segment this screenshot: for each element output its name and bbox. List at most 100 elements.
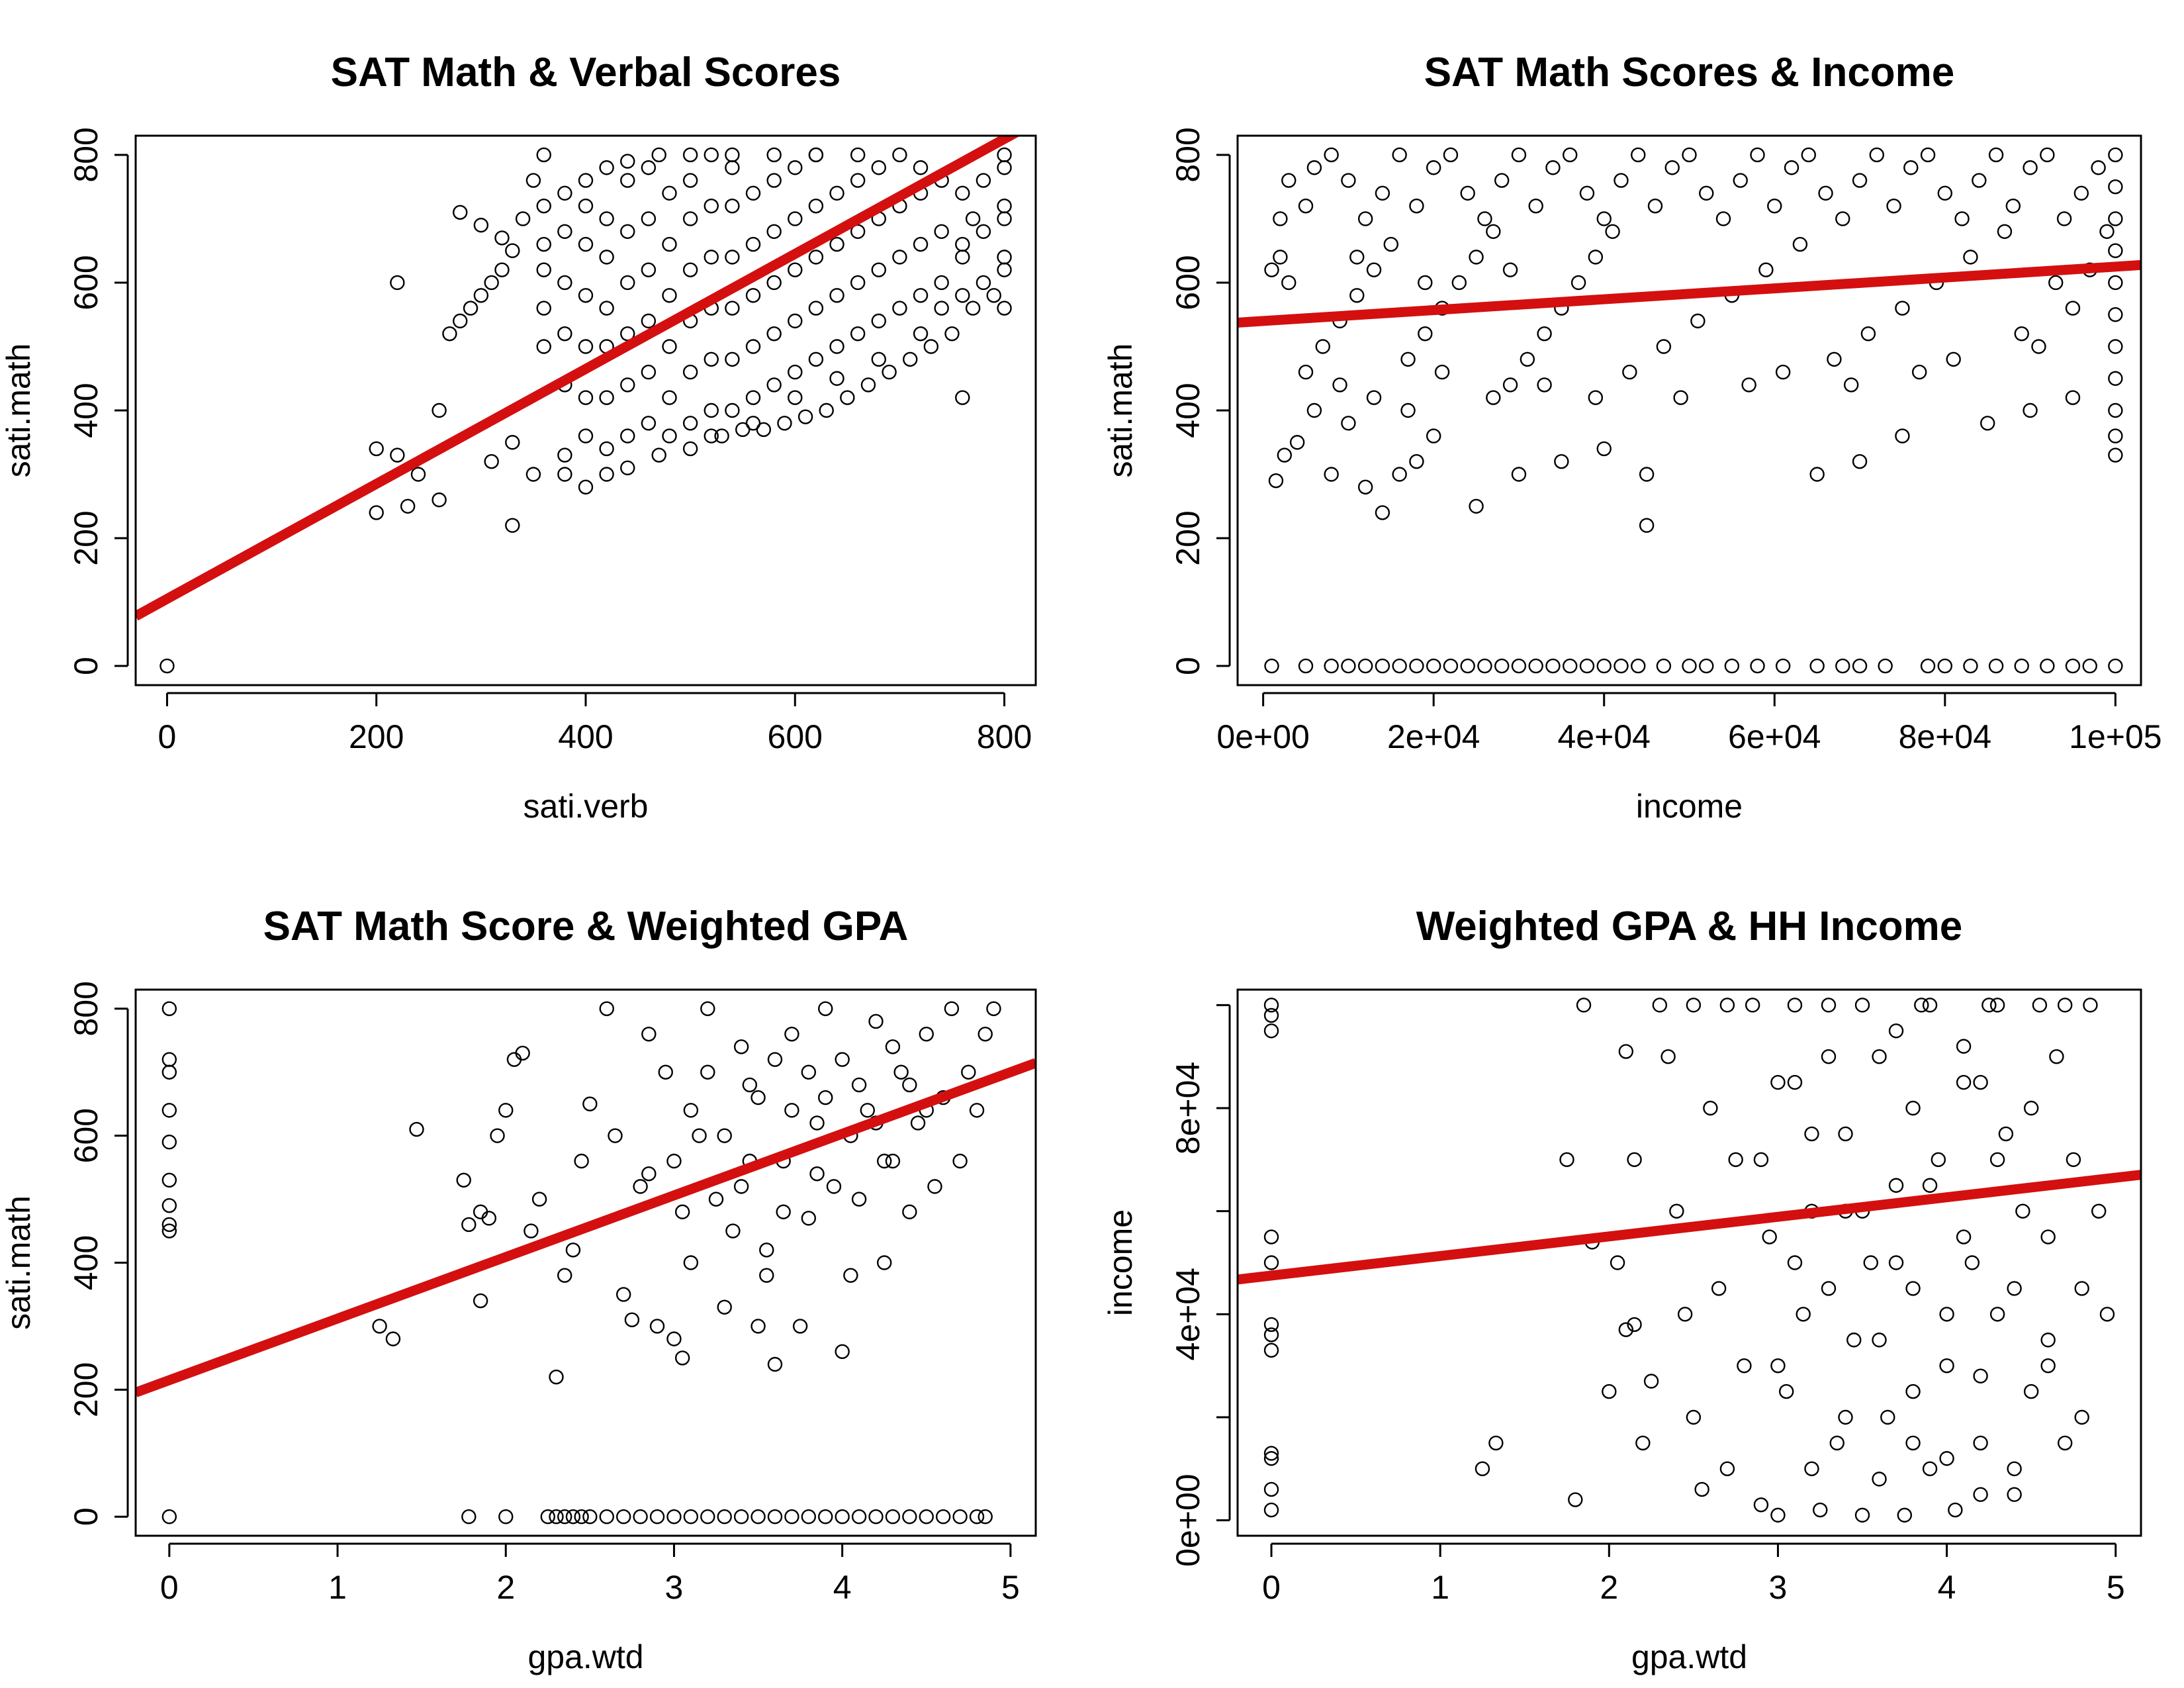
data-point bbox=[961, 1064, 976, 1080]
data-point bbox=[978, 1026, 993, 1042]
data-point bbox=[1563, 147, 1578, 163]
data-point bbox=[641, 416, 657, 431]
data-point bbox=[1863, 1255, 1878, 1270]
data-point bbox=[902, 1077, 917, 1093]
data-point bbox=[1647, 198, 1663, 214]
data-point bbox=[725, 160, 740, 175]
data-point bbox=[461, 1509, 477, 1524]
data-point bbox=[1914, 998, 1929, 1013]
data-point bbox=[1758, 262, 1774, 277]
data-point bbox=[599, 160, 614, 175]
data-point bbox=[1981, 998, 1997, 1013]
data-point bbox=[1273, 250, 1288, 265]
data-point bbox=[1946, 352, 1961, 367]
data-point bbox=[1750, 658, 1765, 674]
data-point bbox=[1963, 658, 1978, 674]
data-point bbox=[1956, 1039, 1972, 1054]
data-point bbox=[1869, 147, 1885, 163]
data-point bbox=[1298, 364, 1314, 380]
data-point bbox=[1643, 1374, 1659, 1389]
data-point bbox=[819, 402, 834, 418]
y-tick-label: 200 bbox=[68, 1362, 105, 1417]
chart-title: SAT Math Score & Weighted GPA bbox=[263, 904, 909, 949]
data-point bbox=[809, 1166, 825, 1182]
data-point bbox=[1804, 1126, 1819, 1142]
data-point bbox=[829, 288, 844, 303]
data-point bbox=[1956, 1229, 1972, 1244]
data-point bbox=[161, 1223, 177, 1239]
y-tick-label: 0 bbox=[68, 1507, 105, 1526]
x-tick-label: 2 bbox=[496, 1569, 515, 1606]
data-point bbox=[777, 416, 792, 431]
data-point bbox=[1315, 339, 1330, 354]
data-point bbox=[965, 211, 981, 226]
y-tick-label: 800 bbox=[68, 981, 105, 1036]
data-point bbox=[369, 505, 384, 520]
data-point bbox=[2108, 275, 2123, 291]
data-point bbox=[1775, 658, 1791, 674]
data-point bbox=[461, 1217, 477, 1233]
data-point bbox=[2040, 1358, 2056, 1374]
data-point bbox=[776, 1204, 791, 1219]
regression-line bbox=[136, 136, 1021, 621]
data-point bbox=[649, 1509, 665, 1524]
data-point bbox=[1263, 1446, 1279, 1461]
data-point bbox=[1656, 339, 1672, 354]
data-point bbox=[1888, 1023, 1904, 1039]
data-point bbox=[1520, 352, 1535, 367]
data-point bbox=[767, 1356, 783, 1372]
data-point bbox=[868, 1509, 884, 1524]
data-point bbox=[651, 147, 666, 163]
data-point bbox=[801, 1211, 817, 1226]
data-point bbox=[1610, 1255, 1625, 1270]
data-point bbox=[913, 326, 929, 342]
data-point bbox=[1639, 518, 1655, 533]
data-point bbox=[2057, 998, 2073, 1013]
x-tick-label: 800 bbox=[977, 718, 1032, 755]
data-point bbox=[2040, 147, 2055, 163]
data-point bbox=[1937, 185, 1953, 201]
data-point bbox=[1263, 1342, 1279, 1358]
data-point bbox=[536, 198, 551, 214]
data-point bbox=[1357, 658, 1373, 674]
data-point bbox=[615, 1287, 631, 1302]
x-tick-label: 0e+00 bbox=[1216, 718, 1309, 755]
data-point bbox=[829, 371, 844, 386]
data-point bbox=[759, 1268, 774, 1283]
data-point bbox=[868, 1013, 884, 1029]
data-point bbox=[952, 1509, 968, 1524]
data-point bbox=[578, 173, 594, 188]
x-tick-label: 2e+04 bbox=[1387, 718, 1480, 755]
data-point bbox=[850, 147, 866, 163]
data-point bbox=[850, 275, 866, 291]
data-point bbox=[1341, 658, 1356, 674]
data-point bbox=[456, 1172, 471, 1188]
data-point bbox=[599, 390, 614, 405]
data-point bbox=[2082, 658, 2097, 674]
data-point bbox=[1711, 1281, 1727, 1296]
data-point bbox=[902, 1509, 917, 1524]
data-point bbox=[161, 1103, 177, 1118]
data-point bbox=[766, 173, 782, 188]
data-point bbox=[620, 428, 635, 444]
data-point bbox=[161, 1197, 177, 1213]
data-point bbox=[1392, 147, 1407, 163]
data-point bbox=[1324, 147, 1339, 163]
data-point bbox=[369, 441, 384, 457]
data-point bbox=[1469, 498, 1484, 514]
data-point bbox=[818, 1509, 833, 1524]
data-point bbox=[2108, 371, 2123, 386]
data-point bbox=[666, 1509, 682, 1524]
data-point bbox=[1724, 658, 1740, 674]
data-point bbox=[1511, 658, 1527, 674]
x-axis-label: gpa.wtd bbox=[1631, 1638, 1747, 1675]
data-point bbox=[2023, 160, 2038, 175]
data-point bbox=[997, 147, 1012, 163]
data-point bbox=[2005, 198, 2021, 214]
data-point bbox=[2108, 402, 2123, 418]
data-point bbox=[745, 416, 761, 431]
x-tick-label: 5 bbox=[1001, 1569, 1020, 1606]
data-point bbox=[633, 1509, 648, 1524]
data-point bbox=[1263, 1023, 1279, 1039]
data-point bbox=[1931, 1152, 1946, 1168]
